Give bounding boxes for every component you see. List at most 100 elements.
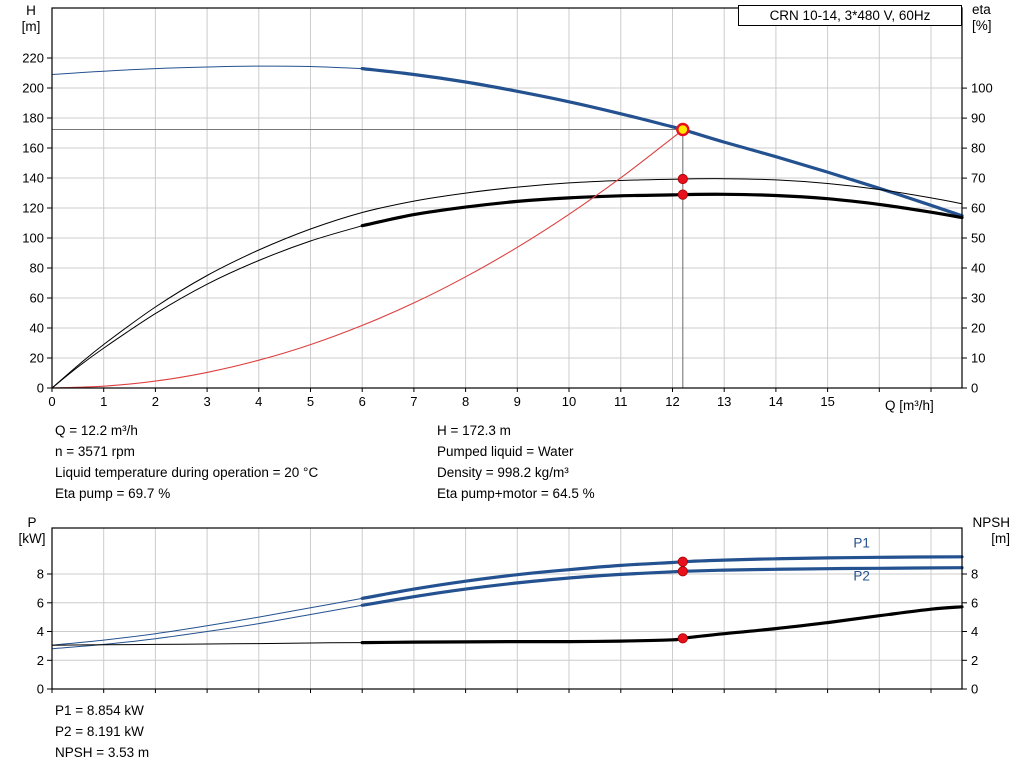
power-axis-symbol: P: [27, 515, 37, 530]
x-tick-label: 11: [614, 394, 628, 409]
plot-frame-power-npsh-chart: [51, 527, 963, 690]
y-right-tick-label: 70: [971, 171, 985, 186]
marker-dot: [677, 173, 688, 185]
x-tick-label: 14: [769, 394, 783, 409]
y-right-tick-label: 0: [971, 682, 978, 697]
x-tick-label: 1: [100, 394, 107, 409]
y-right-tick-label: 30: [971, 291, 985, 306]
info-liquid-temperature: Liquid temperature during operation = 20…: [55, 465, 319, 480]
head-axis-symbol: H: [26, 3, 36, 18]
info-head: H = 172.3 m: [437, 423, 511, 438]
curve-npsh: [360, 605, 964, 645]
info-density: Density = 998.2 kg/m³: [437, 465, 569, 480]
y-left-tick-label: 100: [22, 231, 44, 246]
y-right-tick-label: 10: [971, 351, 985, 366]
marker-dot: [677, 556, 688, 567]
npsh-axis-unit: [m]: [991, 531, 1010, 546]
info-column-right: H = 172.3 m Pumped liquid = Water Densit…: [437, 420, 595, 504]
y-right-tick-label: 50: [971, 231, 985, 246]
y-right-tick-label: 60: [971, 201, 985, 216]
info-eta-pump-motor: Eta pump+motor = 64.5 %: [437, 486, 595, 501]
y-left-tick-label: 220: [22, 51, 44, 66]
y-right-tick-label: 0: [971, 381, 978, 396]
x-tick-label: 7: [410, 394, 417, 409]
eta-axis-title: eta [%]: [972, 2, 1016, 34]
curve-label-p2: P2: [853, 569, 870, 584]
plot-frame-qh-eta-chart: [51, 7, 963, 389]
x-tick-label: 15: [820, 394, 834, 409]
x-tick-label: 3: [203, 394, 210, 409]
info-npsh: NPSH = 3.53 m: [55, 745, 150, 760]
power-axis-unit: [kW]: [18, 531, 46, 546]
curve-eta-pump-motor-thin: [51, 225, 363, 389]
y-right-tick-label: 80: [971, 141, 985, 156]
curve-npsh-thin: [51, 642, 363, 646]
x-tick-label: 6: [359, 394, 366, 409]
marker-dot: [677, 566, 688, 577]
power-axis-title: P [kW]: [14, 515, 50, 547]
duty-crosshair: [52, 123, 684, 388]
y-right-tick-label: 8: [971, 567, 978, 582]
ticks-power-npsh-chart: [47, 573, 967, 693]
y-right-tick-label: 2: [971, 653, 978, 668]
eta-axis-symbol: eta: [972, 2, 991, 17]
head-axis-unit: [m]: [21, 19, 41, 34]
info-column-left: Q = 12.2 m³/h n = 3571 rpm Liquid temper…: [55, 420, 318, 504]
x-tick-label: 10: [562, 394, 576, 409]
tick-labels-power-npsh-chart: 0 2 4 6 8 0 2 4 6 8: [37, 567, 978, 697]
y-left-tick-label: 40: [30, 321, 44, 336]
x-tick-label: 8: [462, 394, 469, 409]
npsh-axis-symbol: NPSH: [972, 515, 1010, 530]
y-left-tick-label: 4: [37, 624, 44, 639]
flow-axis-title: Q [m³/h]: [885, 398, 934, 413]
y-left-tick-label: 80: [30, 261, 44, 276]
info-p2: P2 = 8.191 kW: [55, 724, 144, 739]
curve-eta-pump-motor: [360, 192, 964, 228]
y-right-tick-label: 90: [971, 111, 985, 126]
info-speed: n = 3571 rpm: [55, 444, 135, 459]
x-tick-label: 2: [152, 394, 159, 409]
y-right-tick-label: 4: [971, 624, 978, 639]
info-eta-pump: Eta pump = 69.7 %: [55, 486, 171, 501]
x-tick-label: 4: [255, 394, 262, 409]
grid-power-npsh-chart: [52, 528, 962, 689]
y-right-tick-label: 100: [971, 81, 993, 96]
tick-labels-qh-eta-chart: 0 1 2 3 4 5 6 7 8 9 10 11 12 13 14 15020406080100120140…: [22, 51, 992, 410]
y-left-tick-label: 60: [30, 291, 44, 306]
x-tick-label: 0: [48, 394, 55, 409]
ticks-qh-eta-chart: [47, 57, 967, 392]
curve-label-p1: P1: [853, 535, 870, 550]
marker-dot: [677, 189, 688, 200]
y-left-tick-label: 6: [37, 595, 44, 610]
y-left-tick-label: 8: [37, 567, 44, 582]
y-left-tick-label: 200: [22, 81, 44, 96]
y-right-tick-label: 6: [971, 595, 978, 610]
y-left-tick-label: 20: [30, 351, 44, 366]
x-tick-label: 5: [307, 394, 314, 409]
x-tick-label: 9: [514, 394, 521, 409]
y-left-tick-label: 140: [22, 171, 44, 186]
curve-p2: [360, 566, 964, 607]
y-left-tick-label: 160: [22, 141, 44, 156]
curve-eta-pump: [51, 178, 963, 389]
pump-title-box: CRN 10-14, 3*480 V, 60Hz: [738, 5, 962, 26]
y-right-tick-label: 20: [971, 321, 985, 336]
eta-axis-unit: [%]: [972, 18, 992, 33]
y-left-tick-label: 180: [22, 111, 44, 126]
y-left-tick-label: 120: [22, 201, 44, 216]
duty-point-marker: [676, 122, 690, 137]
npsh-axis-title: NPSH [m]: [958, 515, 1010, 547]
x-tick-label: 13: [717, 394, 731, 409]
info-p1: P1 = 8.854 kW: [55, 703, 144, 718]
info-flow: Q = 12.2 m³/h: [55, 423, 138, 438]
curve-head-thin: [51, 65, 363, 75]
head-axis-title: H [m]: [14, 3, 48, 35]
info-column-bottom: P1 = 8.854 kW P2 = 8.191 kW NPSH = 3.53 …: [55, 700, 149, 763]
grid-qh-eta-chart: [52, 8, 962, 388]
info-pumped-liquid: Pumped liquid = Water: [437, 444, 574, 459]
y-left-tick-label: 2: [37, 653, 44, 668]
marker-dot: [677, 633, 688, 644]
curve-p1: [360, 555, 964, 600]
